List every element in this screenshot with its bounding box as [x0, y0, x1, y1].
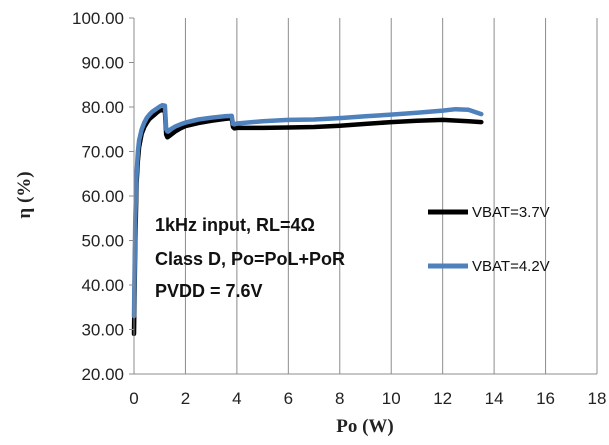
y-tick-label: 60.00 — [81, 187, 124, 206]
axes — [129, 17, 597, 375]
x-tick-label: 4 — [232, 389, 241, 408]
legend-label-vbat-4-2: VBAT=4.2V — [472, 258, 550, 275]
y-tick-label: 90.00 — [81, 54, 124, 73]
y-tick-label: 50.00 — [81, 232, 124, 251]
series-line-vbat-4-2 — [131, 102, 484, 319]
x-tick-label: 18 — [588, 389, 607, 408]
y-tick-label: 70.00 — [81, 143, 124, 162]
x-tick-label: 6 — [284, 389, 293, 408]
y-tick-label: 100.00 — [72, 9, 124, 28]
x-tick-label: 10 — [382, 389, 401, 408]
x-tick-label: 14 — [485, 389, 504, 408]
x-tick-label: 2 — [181, 389, 190, 408]
x-axis-title: Po (W) — [336, 416, 394, 437]
series-layer — [131, 102, 484, 337]
x-tick-label: 12 — [433, 389, 452, 408]
y-tick-label: 40.00 — [81, 276, 124, 295]
grid-lines — [184, 18, 598, 374]
y-tick-label: 80.00 — [81, 98, 124, 117]
y-tick-label: 30.00 — [81, 321, 124, 340]
annotation-line-3: PVDD = 7.6V — [155, 281, 263, 301]
y-tick-label: 20.00 — [81, 365, 124, 384]
annotation-line-2: Class D, Po=PoL+PoR — [155, 249, 345, 269]
y-axis-title: η (%) — [14, 171, 35, 218]
annotation-line-1: 1kHz input, RL=4Ω — [155, 215, 315, 235]
legend-label-vbat-3-7: VBAT=3.7V — [472, 204, 550, 221]
legend: VBAT=3.7V VBAT=4.2V — [428, 204, 550, 275]
x-tick-label: 8 — [335, 389, 344, 408]
x-tick-label: 16 — [536, 389, 555, 408]
x-tick-label: 0 — [129, 389, 138, 408]
tick-labels: 0 2 4 6 8 10 12 14 16 18 20.00 30.00 40.00 50.00 60.00… — [72, 9, 606, 408]
